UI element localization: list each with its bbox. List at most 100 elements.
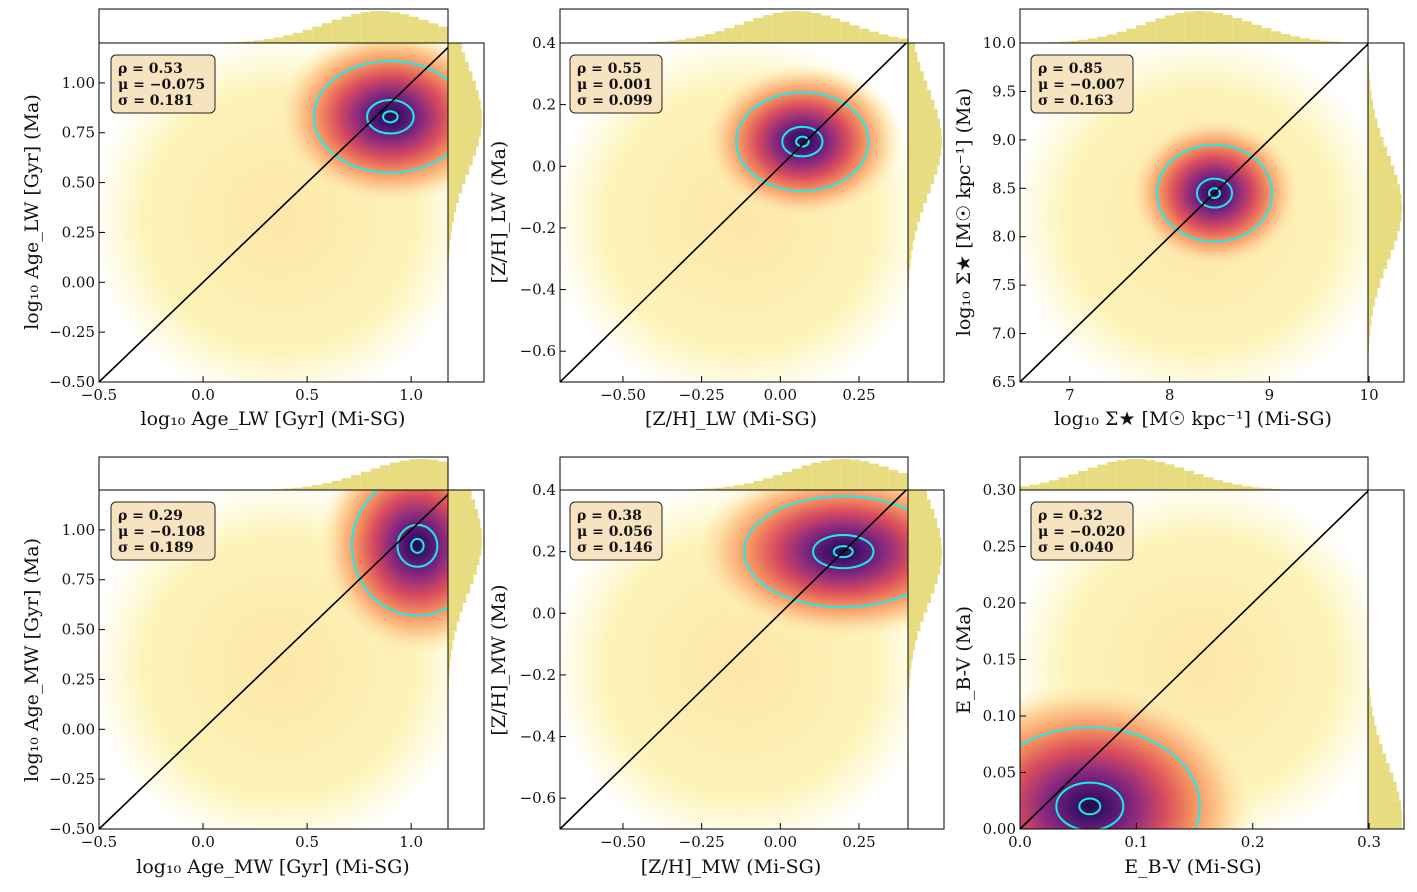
y-tick-label: −0.2 <box>520 666 556 684</box>
one-to-one-line <box>559 489 907 830</box>
hist-top-bar <box>1165 15 1175 43</box>
hist-top-bar <box>1039 482 1049 490</box>
panel-zh-mw-hist-right <box>908 490 942 829</box>
contour-level-3 <box>795 135 810 148</box>
panel-age-lw: −0.5 0.0 0.5 1.0 −0.50 −0.25 0.00 0.25 0.50 0.75 1… <box>21 8 485 430</box>
hist-right-bar <box>908 203 924 213</box>
hist-right-bar <box>908 212 921 222</box>
hist-right-bar <box>1368 212 1402 222</box>
y-tick-label: 0.05 <box>983 764 1016 782</box>
contour-level-1 <box>735 91 870 192</box>
hist-right-bar <box>1368 744 1383 754</box>
joint-frame <box>559 42 909 383</box>
top-marginal-frame <box>1019 456 1369 490</box>
hist-top-bar <box>724 486 734 490</box>
hist-top-bar <box>811 462 821 490</box>
hist-top-bar <box>312 26 322 43</box>
y-tick-label: −0.6 <box>520 789 556 807</box>
top-marginal-frame <box>559 8 909 43</box>
hist-top-bar <box>428 459 439 490</box>
y-tick-label: 0.50 <box>62 621 95 639</box>
hist-right-bar <box>1368 781 1397 792</box>
y-tick-label: −0.25 <box>49 770 95 788</box>
hist-right-bar <box>1368 108 1375 119</box>
hist-top-bar <box>1097 36 1107 43</box>
hist-top-bar <box>763 15 773 43</box>
hist-right-bar <box>908 518 938 528</box>
hist-top-bar <box>1087 38 1098 43</box>
hist-top-bar <box>1310 39 1320 43</box>
panel-age-mw-stats-box: ρ = 0.29 μ = −0.108 σ = 0.189 <box>110 501 216 561</box>
y-tick-label: 10.0 <box>983 34 1016 52</box>
hist-right-bar <box>1368 772 1394 782</box>
hist-top-bar <box>273 37 284 43</box>
hist-top-bar <box>1029 484 1040 490</box>
hist-right-bar <box>448 165 470 175</box>
hist-right-bar <box>1368 325 1371 335</box>
y-tick-label: 7.5 <box>992 276 1016 294</box>
hist-right-bar <box>1368 221 1400 232</box>
hist-top-bar <box>1194 11 1204 43</box>
hist-right-bar <box>908 555 942 566</box>
hist-top-bar <box>724 28 734 43</box>
hist-right-bar <box>1368 706 1373 716</box>
hist-right-bar <box>908 221 918 232</box>
hist-top-bar <box>695 36 705 43</box>
hist-top-bar <box>351 475 361 490</box>
hist-right-bar <box>448 146 477 156</box>
hist-top-bar <box>888 36 899 43</box>
contour-level-1 <box>743 495 908 609</box>
panel-ebv-contours <box>1020 726 1201 829</box>
y-tick-label: 6.5 <box>992 373 1016 391</box>
hist-right-bar <box>908 640 916 651</box>
hist-right-bar <box>448 518 481 528</box>
y-tick-label: 0.4 <box>532 34 556 52</box>
hist-right-bar <box>448 193 459 204</box>
hist-top-bar <box>312 485 322 490</box>
stats-box-bg <box>1030 54 1134 114</box>
hist-right-bar <box>908 584 935 594</box>
top-marginal-frame <box>98 456 449 490</box>
hist-right-bar <box>448 137 479 147</box>
one-to-one-line <box>98 47 449 383</box>
hist-top-bar <box>1078 39 1088 43</box>
hist-right-bar <box>448 118 482 128</box>
hist-right-bar <box>1368 250 1391 260</box>
hist-top-bar <box>1116 460 1127 490</box>
panel-age-mw: −0.5 0.0 0.5 1.0 −0.50 −0.25 0.00 0.25 0.50 0.75 1… <box>21 456 485 878</box>
hist-top-bar <box>389 462 400 490</box>
y-tick-label: −0.2 <box>520 219 556 237</box>
y-axis-label: log₁₀ Σ★ [M☉ kpc⁻¹] (Ma) <box>953 88 975 336</box>
hist-top-bar <box>1271 488 1281 490</box>
hist-right-bar <box>908 499 931 509</box>
x-tick-label: 8 <box>1165 386 1175 404</box>
hist-top-bar <box>714 31 725 43</box>
y-tick-label: 0.0 <box>532 157 556 175</box>
x-tick-label: 0.0 <box>1008 833 1032 851</box>
hist-right-bar <box>448 621 457 632</box>
hist-right-bar <box>448 221 453 232</box>
contour-level-1 <box>1020 726 1201 829</box>
y-tick-label: 0.30 <box>983 481 1016 499</box>
x-axis-label: E_B-V (Mi-SG) <box>1124 856 1261 878</box>
x-tick-label: −0.25 <box>679 833 725 851</box>
contour-level-1 <box>350 490 448 617</box>
hist-top-bar <box>254 40 264 43</box>
y-axis-label: [Z/H]_LW (Ma) <box>488 141 510 284</box>
hist-right-bar <box>908 612 924 622</box>
hist-top-bar <box>1078 470 1088 490</box>
hist-top-bar <box>418 19 429 43</box>
panel-ebv-hist-right <box>1368 546 1402 829</box>
hist-top-bar <box>879 466 889 490</box>
hist-right-bar <box>908 546 942 556</box>
y-tick-label: 0.75 <box>62 124 95 142</box>
hist-top-bar <box>898 473 908 490</box>
hist-right-bar <box>448 212 454 222</box>
x-axis-label: [Z/H]_LW (Mi-SG) <box>645 408 817 430</box>
y-axis-label: E_B-V (Ma) <box>953 606 975 714</box>
panel-age-lw-hist-right <box>448 43 482 382</box>
hist-right-bar <box>448 156 473 166</box>
hist-top-bar <box>1107 34 1117 43</box>
hist-top-bar <box>1165 464 1175 490</box>
x-tick-label: 0.5 <box>295 386 319 404</box>
